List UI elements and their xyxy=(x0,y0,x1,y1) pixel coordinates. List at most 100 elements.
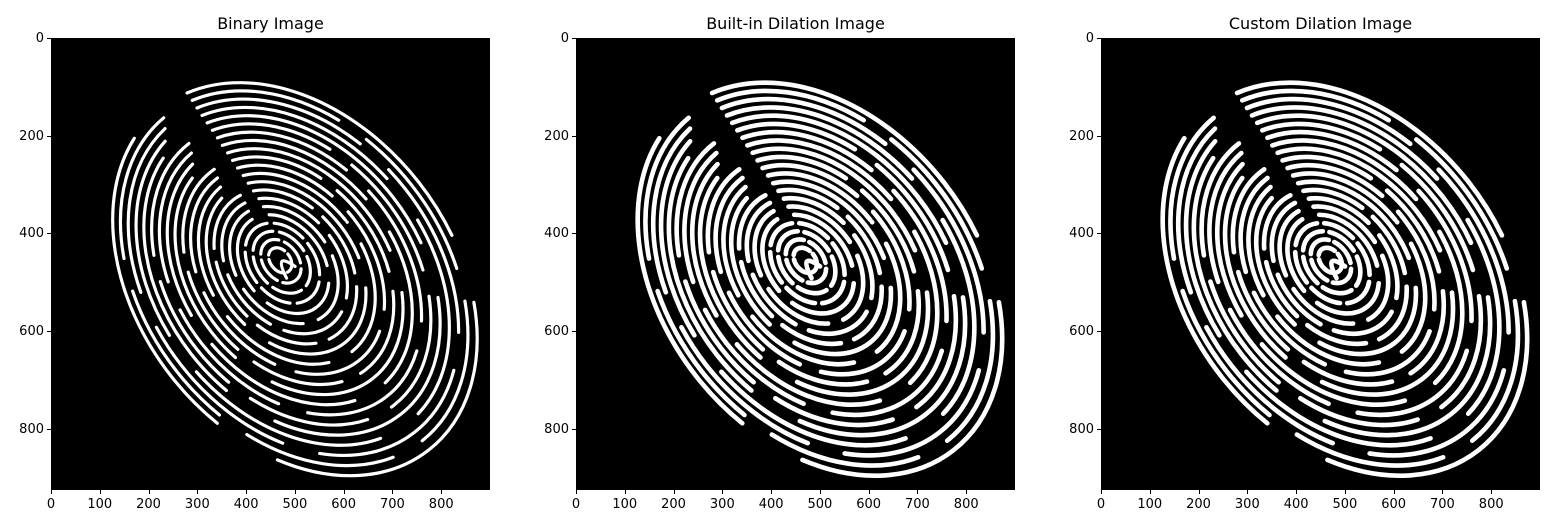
ridge-line xyxy=(1207,129,1474,418)
y-tick xyxy=(572,135,576,137)
x-tick xyxy=(392,490,394,494)
x-tick xyxy=(1393,490,1395,494)
ridge-line xyxy=(666,113,968,438)
ridge-line xyxy=(1191,113,1493,438)
y-tick xyxy=(1097,38,1101,39)
y-tick xyxy=(572,331,576,333)
x-tick xyxy=(673,490,675,494)
x-tick xyxy=(917,490,919,494)
y-tick-label: 200 xyxy=(544,128,569,144)
y-tick xyxy=(1097,135,1101,137)
ridge-line xyxy=(643,88,996,468)
ridge-line xyxy=(142,114,442,437)
ridge-line xyxy=(1199,121,1484,428)
x-tick xyxy=(722,490,724,494)
x-tick-label: 700 xyxy=(905,497,930,512)
y-tick xyxy=(47,135,51,137)
x-tick xyxy=(246,490,248,494)
ridge-line xyxy=(767,220,847,306)
x-tick xyxy=(148,490,150,494)
ridge-line xyxy=(189,163,387,376)
x-tick xyxy=(51,490,52,494)
image-axes xyxy=(1101,38,1540,490)
ridge-line xyxy=(744,195,875,337)
x-tick-label: 100 xyxy=(87,497,113,512)
x-tick xyxy=(966,490,968,494)
x-tick-label: 0 xyxy=(1096,497,1106,512)
ridge-line xyxy=(243,221,322,305)
x-tick-label: 800 xyxy=(1478,497,1504,512)
ridge-line xyxy=(1160,80,1530,479)
y-tick xyxy=(47,38,51,39)
x-tick xyxy=(771,490,773,494)
x-tick xyxy=(1491,490,1493,494)
ridge-line xyxy=(705,154,922,387)
x-tick xyxy=(343,490,345,494)
ridge-line xyxy=(713,162,912,377)
y-tick-label: 600 xyxy=(1069,324,1094,340)
x-tick-label: 200 xyxy=(661,497,686,512)
panel-title: Binary Image xyxy=(217,14,324,33)
x-tick-label: 0 xyxy=(571,497,581,512)
x-tick xyxy=(1296,490,1298,494)
ridge-line xyxy=(682,129,949,418)
fingerprint-image xyxy=(111,81,479,478)
ridge-line xyxy=(251,229,312,295)
y-tick xyxy=(572,38,576,39)
x-tick-label: 100 xyxy=(612,497,638,512)
x-tick xyxy=(1149,490,1151,494)
y-tick xyxy=(47,331,51,333)
x-tick-label: 400 xyxy=(233,497,259,512)
ridge-line xyxy=(150,122,433,427)
x-tick-label: 500 xyxy=(1332,497,1358,512)
ridge-line xyxy=(266,246,294,275)
x-tick-label: 400 xyxy=(758,497,784,512)
y-tick-label: 0 xyxy=(560,31,569,46)
ridge-line xyxy=(1222,146,1456,397)
ridge-line xyxy=(173,147,405,397)
x-tick-label: 200 xyxy=(136,497,161,512)
ridge-line xyxy=(196,171,377,366)
fingerprint-ridges xyxy=(111,81,479,478)
ridge-line xyxy=(1238,162,1437,377)
image-panel: Binary Image 0 200 400 600 800 0 100 200 300 400 50… xyxy=(0,0,520,525)
ridge-line xyxy=(697,146,931,397)
ridge-line xyxy=(1175,96,1511,458)
x-tick-label: 800 xyxy=(953,497,979,512)
ridge-line xyxy=(635,80,1005,479)
x-tick-label: 300 xyxy=(1234,497,1260,512)
ridge-line xyxy=(650,96,986,458)
ridge-line xyxy=(1269,195,1400,337)
y-tick-label: 200 xyxy=(19,128,44,144)
x-tick-label: 800 xyxy=(428,497,454,512)
fingerprint-image xyxy=(635,80,1005,479)
fingerprint-image xyxy=(1160,80,1530,479)
panel-title: Custom Dilation Image xyxy=(1228,14,1413,33)
ridge-core xyxy=(279,259,297,280)
ridge-line xyxy=(736,187,885,347)
ridge-line xyxy=(118,89,470,468)
ridge-line xyxy=(157,130,424,417)
ridge-line xyxy=(220,196,350,336)
ridge-line xyxy=(212,188,359,346)
y-tick-label: 800 xyxy=(19,421,44,437)
ridge-line xyxy=(126,97,461,458)
image-panel: Custom Dilation Image 0 200 400 600 800 0 100 20… xyxy=(1050,0,1558,525)
y-tick xyxy=(572,428,576,430)
x-tick-label: 300 xyxy=(184,497,210,512)
y-tick xyxy=(1097,331,1101,333)
ridge-line xyxy=(1253,179,1419,357)
ridge-line xyxy=(1292,220,1372,306)
ridge-line xyxy=(1277,204,1391,326)
x-tick xyxy=(1198,490,1200,494)
y-tick-label: 400 xyxy=(544,226,569,242)
image-panel: Built-in Dilation Image 0 200 400 600 800 0 100… xyxy=(525,0,1045,525)
ridge-line xyxy=(235,213,331,316)
y-tick xyxy=(1097,233,1101,235)
x-tick xyxy=(99,490,101,494)
fingerprint-ridges xyxy=(1160,80,1530,479)
y-tick-label: 600 xyxy=(19,324,44,340)
x-tick-label: 700 xyxy=(380,497,405,512)
x-tick-label: 400 xyxy=(1283,497,1309,512)
